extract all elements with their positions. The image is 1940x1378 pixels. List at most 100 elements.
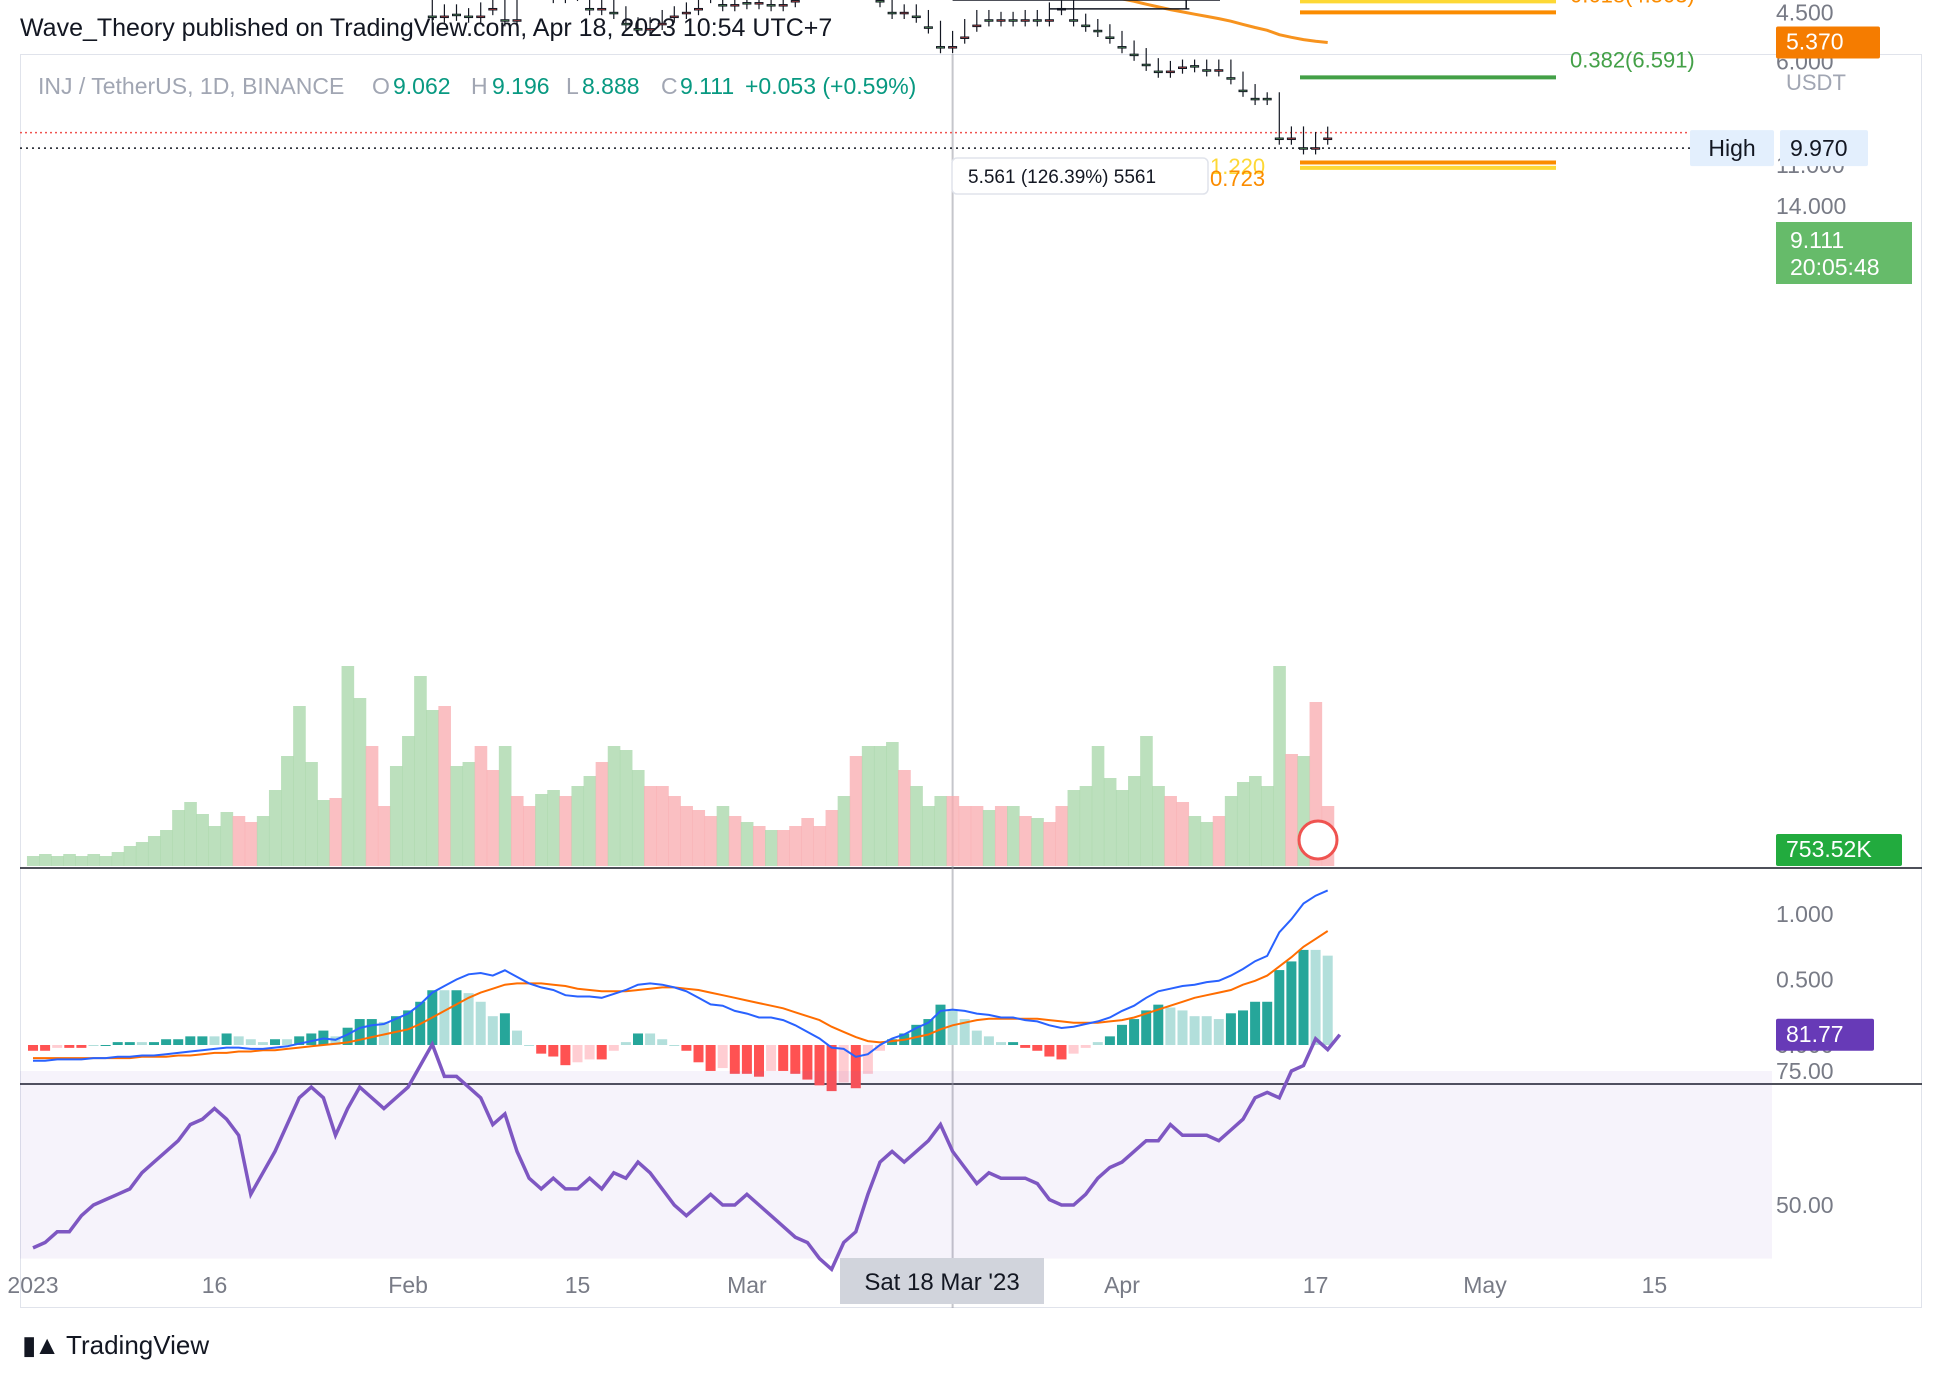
- candle[interactable]: [742, 0, 752, 10]
- candle[interactable]: [960, 19, 970, 44]
- candle[interactable]: [609, 0, 619, 20]
- macd-histogram-bar: [1298, 949, 1309, 1045]
- candle[interactable]: [1141, 48, 1151, 71]
- volume-layer: [26, 666, 1335, 866]
- candle[interactable]: [1081, 13, 1091, 32]
- macd-histogram-bar: [1262, 1001, 1273, 1045]
- candle[interactable]: [1299, 126, 1308, 155]
- candle[interactable]: [707, 0, 715, 4]
- candle-body: [996, 19, 1006, 22]
- candle[interactable]: [427, 0, 437, 23]
- macd-histogram-bar: [161, 1039, 172, 1045]
- candle[interactable]: [1262, 92, 1272, 106]
- candle-layer[interactable]: [29, 0, 1333, 155]
- candle[interactable]: [730, 0, 740, 12]
- candle[interactable]: [585, 0, 595, 16]
- candle[interactable]: [1117, 30, 1127, 54]
- candle[interactable]: [597, 0, 607, 16]
- candle[interactable]: [875, 0, 885, 8]
- lines-layer: [1119, 0, 1328, 44]
- volume-bar: [922, 806, 935, 866]
- candle[interactable]: [500, 0, 510, 27]
- candle[interactable]: [1238, 71, 1248, 97]
- macd-histogram-bar: [1177, 1010, 1188, 1045]
- candle[interactable]: [911, 4, 921, 23]
- candle[interactable]: [621, 6, 631, 31]
- candle[interactable]: [1093, 19, 1103, 37]
- candle[interactable]: [1044, 2, 1054, 27]
- macd-histogram-bar: [572, 1045, 583, 1063]
- candle[interactable]: [1129, 40, 1139, 61]
- candle[interactable]: [790, 0, 800, 8]
- chart-frame[interactable]: [20, 54, 1922, 1308]
- candle[interactable]: [1286, 126, 1296, 145]
- candle[interactable]: [549, 0, 557, 4]
- volume-bar: [208, 826, 222, 866]
- candle[interactable]: [1020, 9, 1030, 27]
- candle[interactable]: [452, 4, 461, 21]
- candle[interactable]: [694, 0, 703, 16]
- candle[interactable]: [1008, 11, 1018, 27]
- candle[interactable]: [1250, 84, 1260, 106]
- open-label: O: [372, 73, 390, 99]
- candle[interactable]: [681, 2, 691, 20]
- candle-body: [754, 2, 764, 5]
- macd-histogram-bar: [911, 1024, 922, 1045]
- candle[interactable]: [972, 9, 982, 32]
- candle[interactable]: [1057, 0, 1066, 16]
- candle[interactable]: [936, 20, 945, 54]
- candle[interactable]: [669, 6, 679, 23]
- candle[interactable]: [1323, 126, 1333, 145]
- candle[interactable]: [476, 2, 486, 23]
- volume-bar: [123, 846, 137, 866]
- time-tick: 15: [1642, 1272, 1668, 1298]
- candle[interactable]: [633, 17, 643, 36]
- macd-histogram-bar: [1165, 1007, 1176, 1045]
- candle[interactable]: [754, 0, 764, 10]
- candle[interactable]: [1214, 59, 1224, 77]
- candle[interactable]: [1274, 92, 1284, 145]
- candle[interactable]: [996, 11, 1006, 27]
- candle[interactable]: [1069, 0, 1079, 27]
- candle[interactable]: [1153, 58, 1163, 78]
- candle-body: [1081, 24, 1091, 28]
- candle[interactable]: [645, 17, 655, 36]
- candle[interactable]: [1105, 24, 1115, 44]
- candle-body: [948, 46, 958, 49]
- grid-layer: [20, 54, 1922, 1308]
- candle-body: [439, 15, 449, 19]
- candle[interactable]: [1032, 9, 1042, 27]
- candle[interactable]: [766, 0, 776, 12]
- candle[interactable]: [439, 4, 449, 23]
- candle[interactable]: [1190, 59, 1200, 73]
- candle[interactable]: [1226, 59, 1236, 85]
- macd-histogram-bar: [1032, 1045, 1043, 1051]
- time-tick: Apr: [1104, 1272, 1140, 1298]
- candle[interactable]: [778, 0, 788, 12]
- candle[interactable]: [1178, 59, 1187, 74]
- candle[interactable]: [1311, 131, 1321, 155]
- macd-histogram-bar: [1044, 1045, 1055, 1057]
- candle[interactable]: [984, 9, 994, 27]
- candle[interactable]: [657, 9, 667, 31]
- candle[interactable]: [899, 4, 909, 20]
- candle[interactable]: [1202, 59, 1212, 77]
- candle[interactable]: [923, 9, 933, 34]
- volume-bar: [898, 770, 911, 866]
- candle[interactable]: [1165, 60, 1175, 78]
- volume-bar: [389, 766, 403, 866]
- candle[interactable]: [718, 0, 728, 12]
- currency-label: USDT: [1786, 70, 1846, 95]
- candle[interactable]: [464, 8, 474, 23]
- candle[interactable]: [512, 0, 522, 27]
- candle[interactable]: [948, 30, 958, 54]
- candle-body: [476, 15, 486, 19]
- candle[interactable]: [488, 0, 498, 16]
- candle[interactable]: [887, 0, 897, 20]
- high-value: 9.196: [492, 73, 550, 99]
- volume-bar: [1019, 816, 1032, 866]
- candle[interactable]: [574, 0, 582, 2]
- candle[interactable]: [561, 0, 569, 4]
- footer-brand[interactable]: ▮▲ TradingView: [22, 1330, 209, 1361]
